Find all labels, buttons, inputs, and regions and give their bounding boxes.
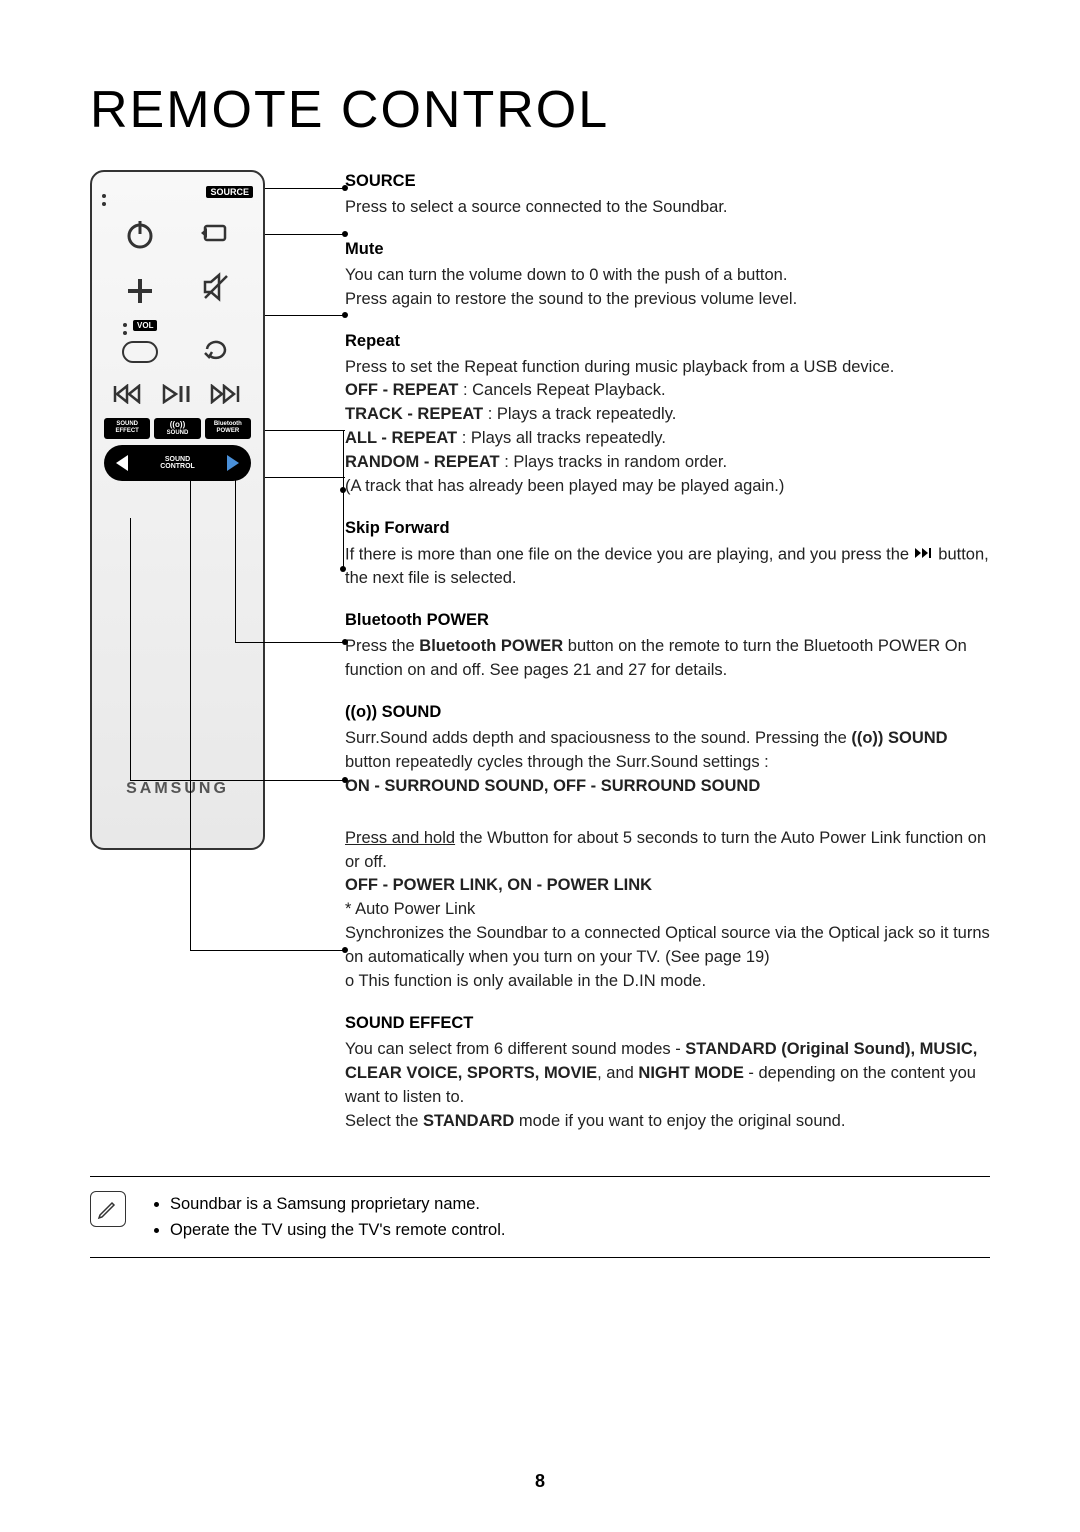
- play-pause-icon: [160, 384, 194, 404]
- page-title: REMOTE CONTROL: [90, 80, 990, 140]
- section-bluetooth-power: Bluetooth POWER Press the Bluetooth POWE…: [345, 609, 990, 683]
- footer-bullet: Operate the TV using the TV's remote con…: [170, 1217, 505, 1243]
- surround-icon: ((o)): [345, 703, 377, 721]
- indicator-dots: [102, 194, 106, 206]
- descriptions: SOURCE Press to select a source connecte…: [345, 170, 990, 1152]
- sound-effect-btn: SOUND EFFECT: [104, 418, 150, 439]
- section-skip-forward: Skip Forward If there is more than one f…: [345, 517, 990, 591]
- heading: Skip Forward: [345, 517, 990, 541]
- vol-down-icon: [122, 341, 158, 363]
- surround-sound-btn: ((o))SOUND: [154, 418, 200, 439]
- body-text: You can turn the volume down to 0 with t…: [345, 264, 990, 312]
- footer-notes: Soundbar is a Samsung proprietary name. …: [90, 1176, 990, 1259]
- section-repeat: Repeat Press to set the Repeat function …: [345, 330, 990, 499]
- vol-up-icon: [122, 273, 158, 309]
- right-arrow-icon: [227, 455, 239, 471]
- footer-bullet: Soundbar is a Samsung proprietary name.: [170, 1191, 505, 1217]
- sound-control-pill: SOUND CONTROL: [104, 445, 251, 481]
- heading: SOUND EFFECT: [345, 1012, 990, 1036]
- heading: Mute: [345, 238, 990, 262]
- body-text: Press to set the Repeat function during …: [345, 356, 990, 380]
- remote-body: SOURCE VOL: [90, 170, 265, 850]
- left-arrow-icon: [116, 455, 128, 471]
- source-badge: SOURCE: [206, 186, 253, 198]
- remote-diagram: SOURCE VOL: [90, 170, 285, 1152]
- mute-icon: [199, 270, 233, 304]
- section-sound-effect: SOUND EFFECT You can select from 6 diffe…: [345, 1012, 990, 1134]
- section-source: SOURCE Press to select a source connecte…: [345, 170, 990, 220]
- heading: SOURCE: [345, 170, 990, 194]
- note-icon: [90, 1191, 126, 1227]
- power-icon: [122, 216, 158, 252]
- source-icon: [197, 216, 233, 252]
- body-text: Press to select a source connected to th…: [345, 196, 990, 220]
- page-number: 8: [535, 1471, 545, 1492]
- section-power-link: Press and hold the Wbutton for about 5 s…: [345, 827, 990, 994]
- samsung-logo: SAMSUNG: [92, 780, 263, 798]
- heading: Bluetooth POWER: [345, 609, 990, 633]
- skip-forward-inline-icon: [914, 543, 934, 567]
- section-mute: Mute You can turn the volume down to 0 w…: [345, 238, 990, 312]
- repeat-icon: [199, 332, 233, 366]
- skip-forward-icon: [208, 384, 242, 404]
- heading: Repeat: [345, 330, 990, 354]
- content-row: SOURCE VOL: [90, 170, 990, 1152]
- bluetooth-power-btn: Bluetooth POWER: [205, 418, 251, 439]
- section-surround-sound: ((o)) SOUND Surr.Sound adds depth and sp…: [345, 701, 990, 799]
- vol-label: VOL: [133, 320, 157, 331]
- skip-back-icon: [113, 384, 147, 404]
